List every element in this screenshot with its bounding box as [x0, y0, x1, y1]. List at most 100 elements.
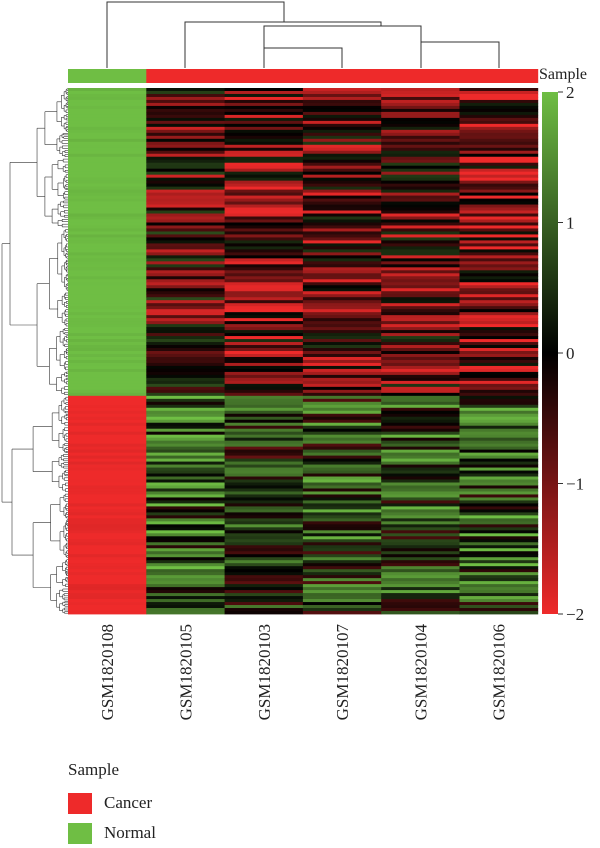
heatmap-cell — [224, 557, 304, 561]
heatmap-cell — [459, 195, 539, 199]
heatmap-cell — [224, 330, 304, 334]
heatmap-cell — [146, 431, 225, 436]
heatmap-cell — [459, 120, 539, 125]
heatmap-cell — [68, 237, 147, 241]
heatmap-cell — [224, 419, 304, 424]
heatmap-cell — [146, 572, 225, 576]
heatmap-cell — [146, 165, 225, 170]
heatmap-cell — [381, 587, 460, 591]
heatmap-cell — [224, 362, 304, 367]
heatmap-cell — [459, 132, 539, 137]
heatmap-cell — [224, 608, 304, 612]
heatmap-cell — [224, 473, 304, 477]
heatmap-cell — [381, 425, 460, 430]
heatmap-cell — [302, 503, 382, 507]
colorbar — [542, 92, 558, 614]
heatmap-cell — [224, 234, 304, 238]
heatmap-cell — [459, 380, 539, 385]
heatmap-cell — [381, 506, 460, 510]
heatmap-cell — [146, 353, 225, 358]
heatmap-cell — [224, 312, 304, 316]
heatmap-cell — [381, 108, 460, 113]
heatmap-cell — [68, 395, 147, 400]
heatmap-cell — [224, 539, 304, 543]
heatmap-cell — [302, 351, 382, 355]
heatmap-cell — [146, 219, 225, 223]
heatmap-cell — [146, 548, 225, 552]
heatmap-cell — [381, 213, 460, 217]
heatmap-cell — [459, 359, 539, 364]
annotation-cell — [459, 69, 539, 83]
heatmap-cell — [146, 587, 225, 591]
heatmap-cell — [459, 318, 539, 322]
heatmap-cell — [146, 171, 225, 176]
heatmap-cell — [459, 455, 539, 459]
heatmap-cell — [302, 144, 382, 149]
heatmap-cell — [68, 356, 147, 361]
heatmap-cell — [381, 180, 460, 185]
heatmap-cell — [302, 96, 382, 101]
heatmap-cell — [459, 270, 539, 274]
heatmap-cell — [146, 204, 225, 208]
heatmap-cell — [459, 147, 539, 152]
heatmap-cell — [302, 359, 382, 364]
heatmap-cell — [224, 521, 304, 525]
heatmap-cell — [302, 530, 382, 534]
heatmap-cell — [459, 452, 539, 456]
heatmap-cell — [68, 569, 147, 573]
heatmap-cell — [381, 294, 460, 298]
heatmap-cell — [146, 180, 225, 185]
heatmap-cell — [146, 581, 225, 585]
heatmap-cell — [224, 198, 304, 202]
heatmap-cell — [146, 135, 225, 140]
heatmap-cell — [68, 464, 147, 468]
heatmap-cell — [224, 102, 304, 107]
heatmap-cell — [302, 581, 382, 585]
heatmap-cell — [459, 566, 539, 570]
heatmap-cell — [224, 270, 304, 274]
heatmap-cell — [381, 315, 460, 319]
heatmap-cell — [68, 572, 147, 576]
heatmap-cell — [381, 578, 460, 582]
heatmap-cell — [224, 342, 304, 346]
heatmap-cell — [302, 374, 382, 379]
heatmap-cell — [459, 192, 539, 196]
heatmap-cell — [381, 297, 460, 301]
heatmap-cell — [146, 273, 225, 277]
heatmap-cell — [302, 395, 382, 400]
heatmap-cell — [302, 123, 382, 128]
heatmap-cell — [459, 422, 539, 427]
heatmap-cell — [146, 485, 225, 489]
legend-item-cancer: Cancer — [68, 788, 156, 818]
heatmap-cell — [68, 359, 147, 364]
heatmap-cell — [224, 156, 304, 161]
heatmap-cell — [381, 321, 460, 325]
heatmap-cell — [146, 554, 225, 558]
heatmap-cell — [224, 135, 304, 140]
heatmap-cell — [381, 584, 460, 588]
heatmap-cell — [68, 165, 147, 170]
heatmap-cell — [224, 455, 304, 459]
heatmap-cell — [224, 126, 304, 131]
heatmap-cell — [224, 482, 304, 486]
heatmap-cell — [146, 467, 225, 471]
heatmap-cell — [146, 285, 225, 289]
heatmap-cell — [302, 434, 382, 439]
heatmap-cell — [68, 216, 147, 220]
heatmap-cell — [302, 497, 382, 501]
heatmap-cell — [68, 93, 147, 98]
heatmap-cell — [68, 542, 147, 546]
heatmap-cell — [68, 99, 147, 104]
heatmap-cell — [381, 449, 460, 454]
heatmap-cell — [459, 374, 539, 379]
heatmap-cell — [459, 608, 539, 612]
colorbar-tick-label: 1 — [566, 214, 575, 233]
heatmap-cell — [146, 410, 225, 415]
heatmap-cell — [381, 554, 460, 558]
heatmap-cell — [381, 336, 460, 340]
heatmap-cell — [68, 521, 147, 525]
heatmap-cell — [381, 279, 460, 283]
heatmap-cell — [381, 168, 460, 173]
heatmap-cell — [146, 198, 225, 202]
heatmap-cell — [224, 267, 304, 271]
